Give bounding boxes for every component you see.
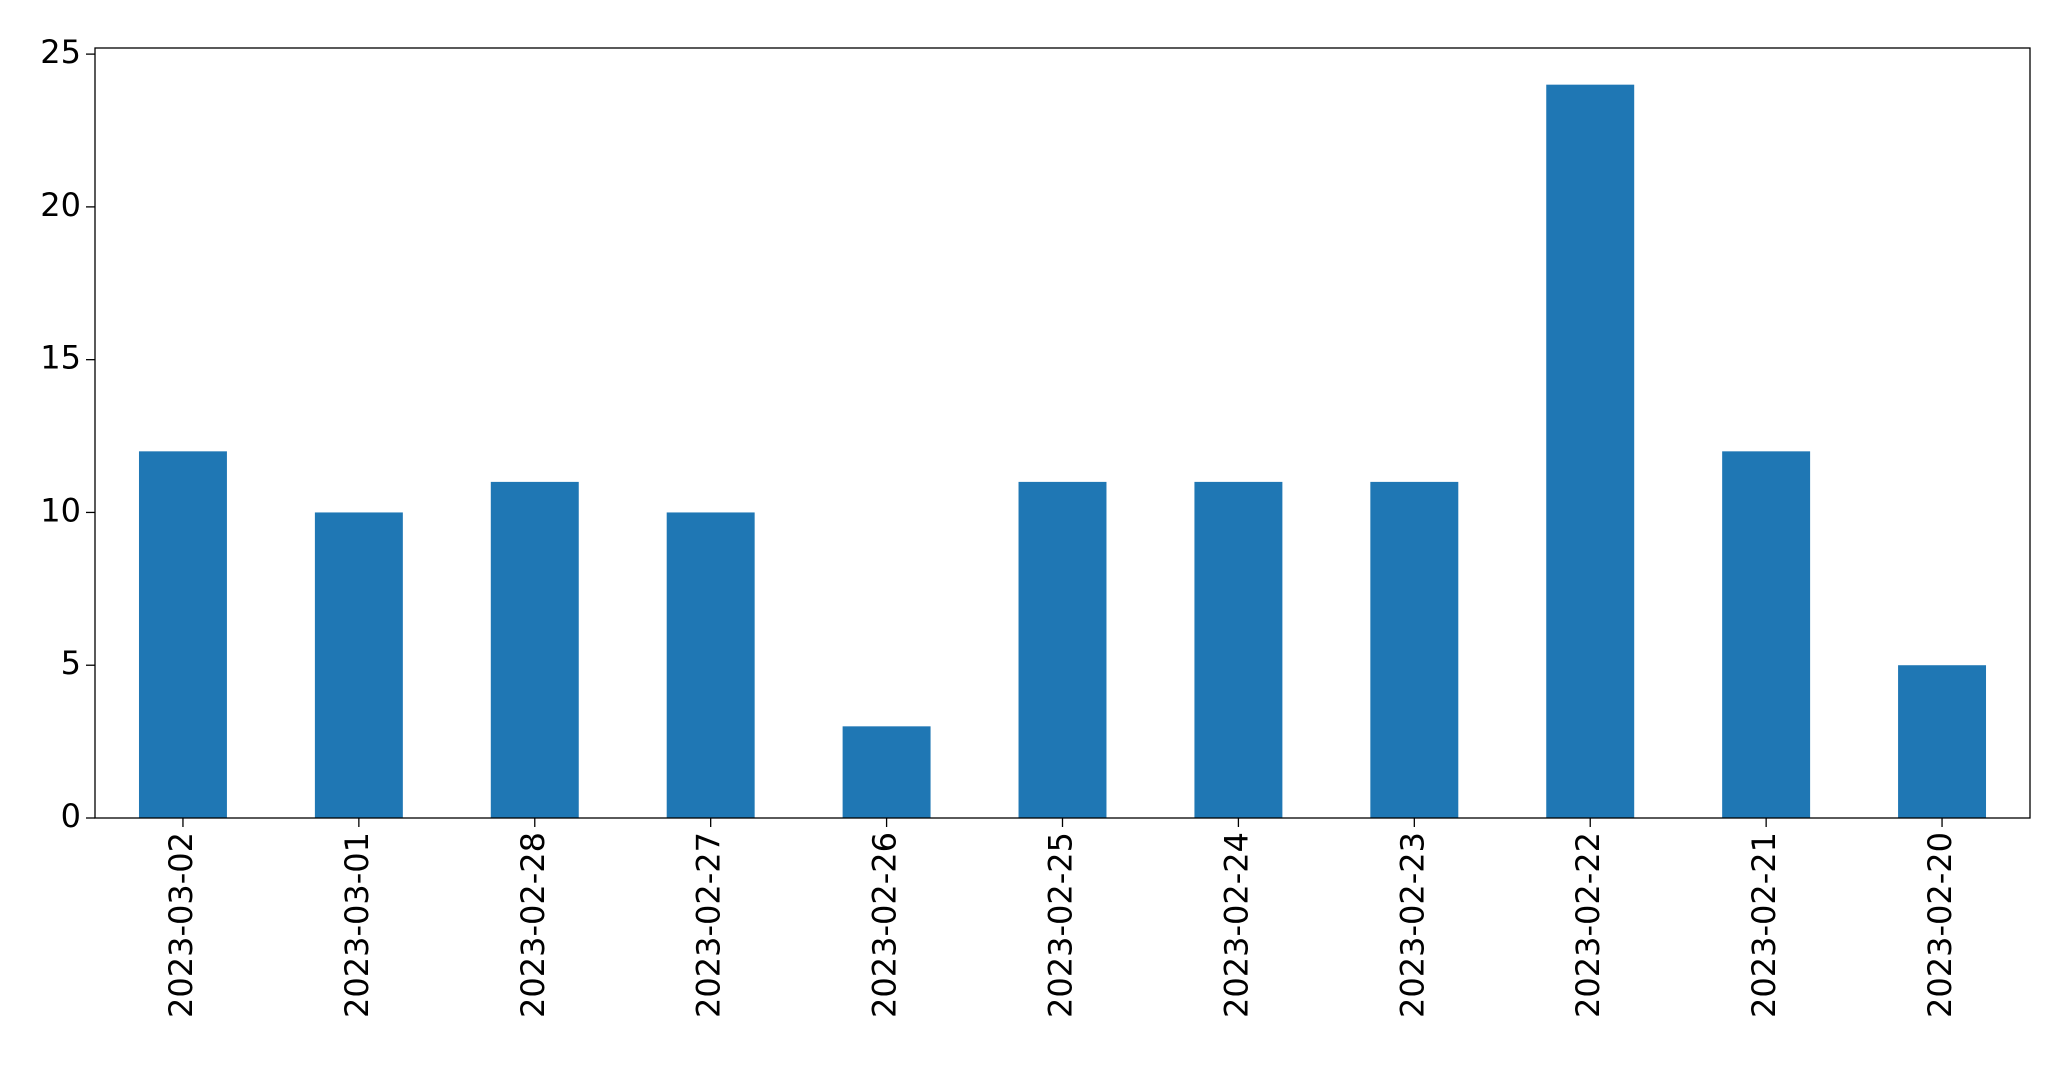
x-tick-label: 2023-02-24 xyxy=(1217,832,1255,1018)
x-tick-label: 2023-02-28 xyxy=(514,832,552,1018)
y-tick-label: 20 xyxy=(40,186,81,224)
x-tick-label: 2023-02-27 xyxy=(690,832,728,1018)
x-tick-label: 2023-03-02 xyxy=(162,832,200,1018)
bar xyxy=(1018,481,1107,818)
y-tick-label: 5 xyxy=(61,644,81,682)
x-tick-label: 2023-02-23 xyxy=(1393,832,1431,1018)
bar xyxy=(842,726,931,818)
bar xyxy=(314,512,403,818)
x-tick-label: 2023-02-21 xyxy=(1745,832,1783,1018)
bar xyxy=(1546,84,1635,818)
x-tick-label: 2023-02-25 xyxy=(1042,832,1080,1018)
x-tick-label: 2023-02-26 xyxy=(866,832,904,1018)
y-tick-label: 15 xyxy=(40,339,81,377)
x-tick-label: 2023-02-22 xyxy=(1569,832,1607,1018)
y-tick-label: 25 xyxy=(40,33,81,71)
bar xyxy=(1194,481,1283,818)
bar xyxy=(138,451,227,818)
y-tick-label: 0 xyxy=(61,797,81,835)
y-tick-label: 10 xyxy=(40,491,81,529)
bar xyxy=(1898,665,1987,818)
x-tick-label: 2023-03-01 xyxy=(338,832,376,1018)
bar xyxy=(666,512,755,818)
bar xyxy=(1370,481,1459,818)
bar xyxy=(490,481,579,818)
x-tick-label: 2023-02-20 xyxy=(1921,832,1959,1018)
bar xyxy=(1722,451,1811,818)
plot-frame xyxy=(94,47,2031,819)
